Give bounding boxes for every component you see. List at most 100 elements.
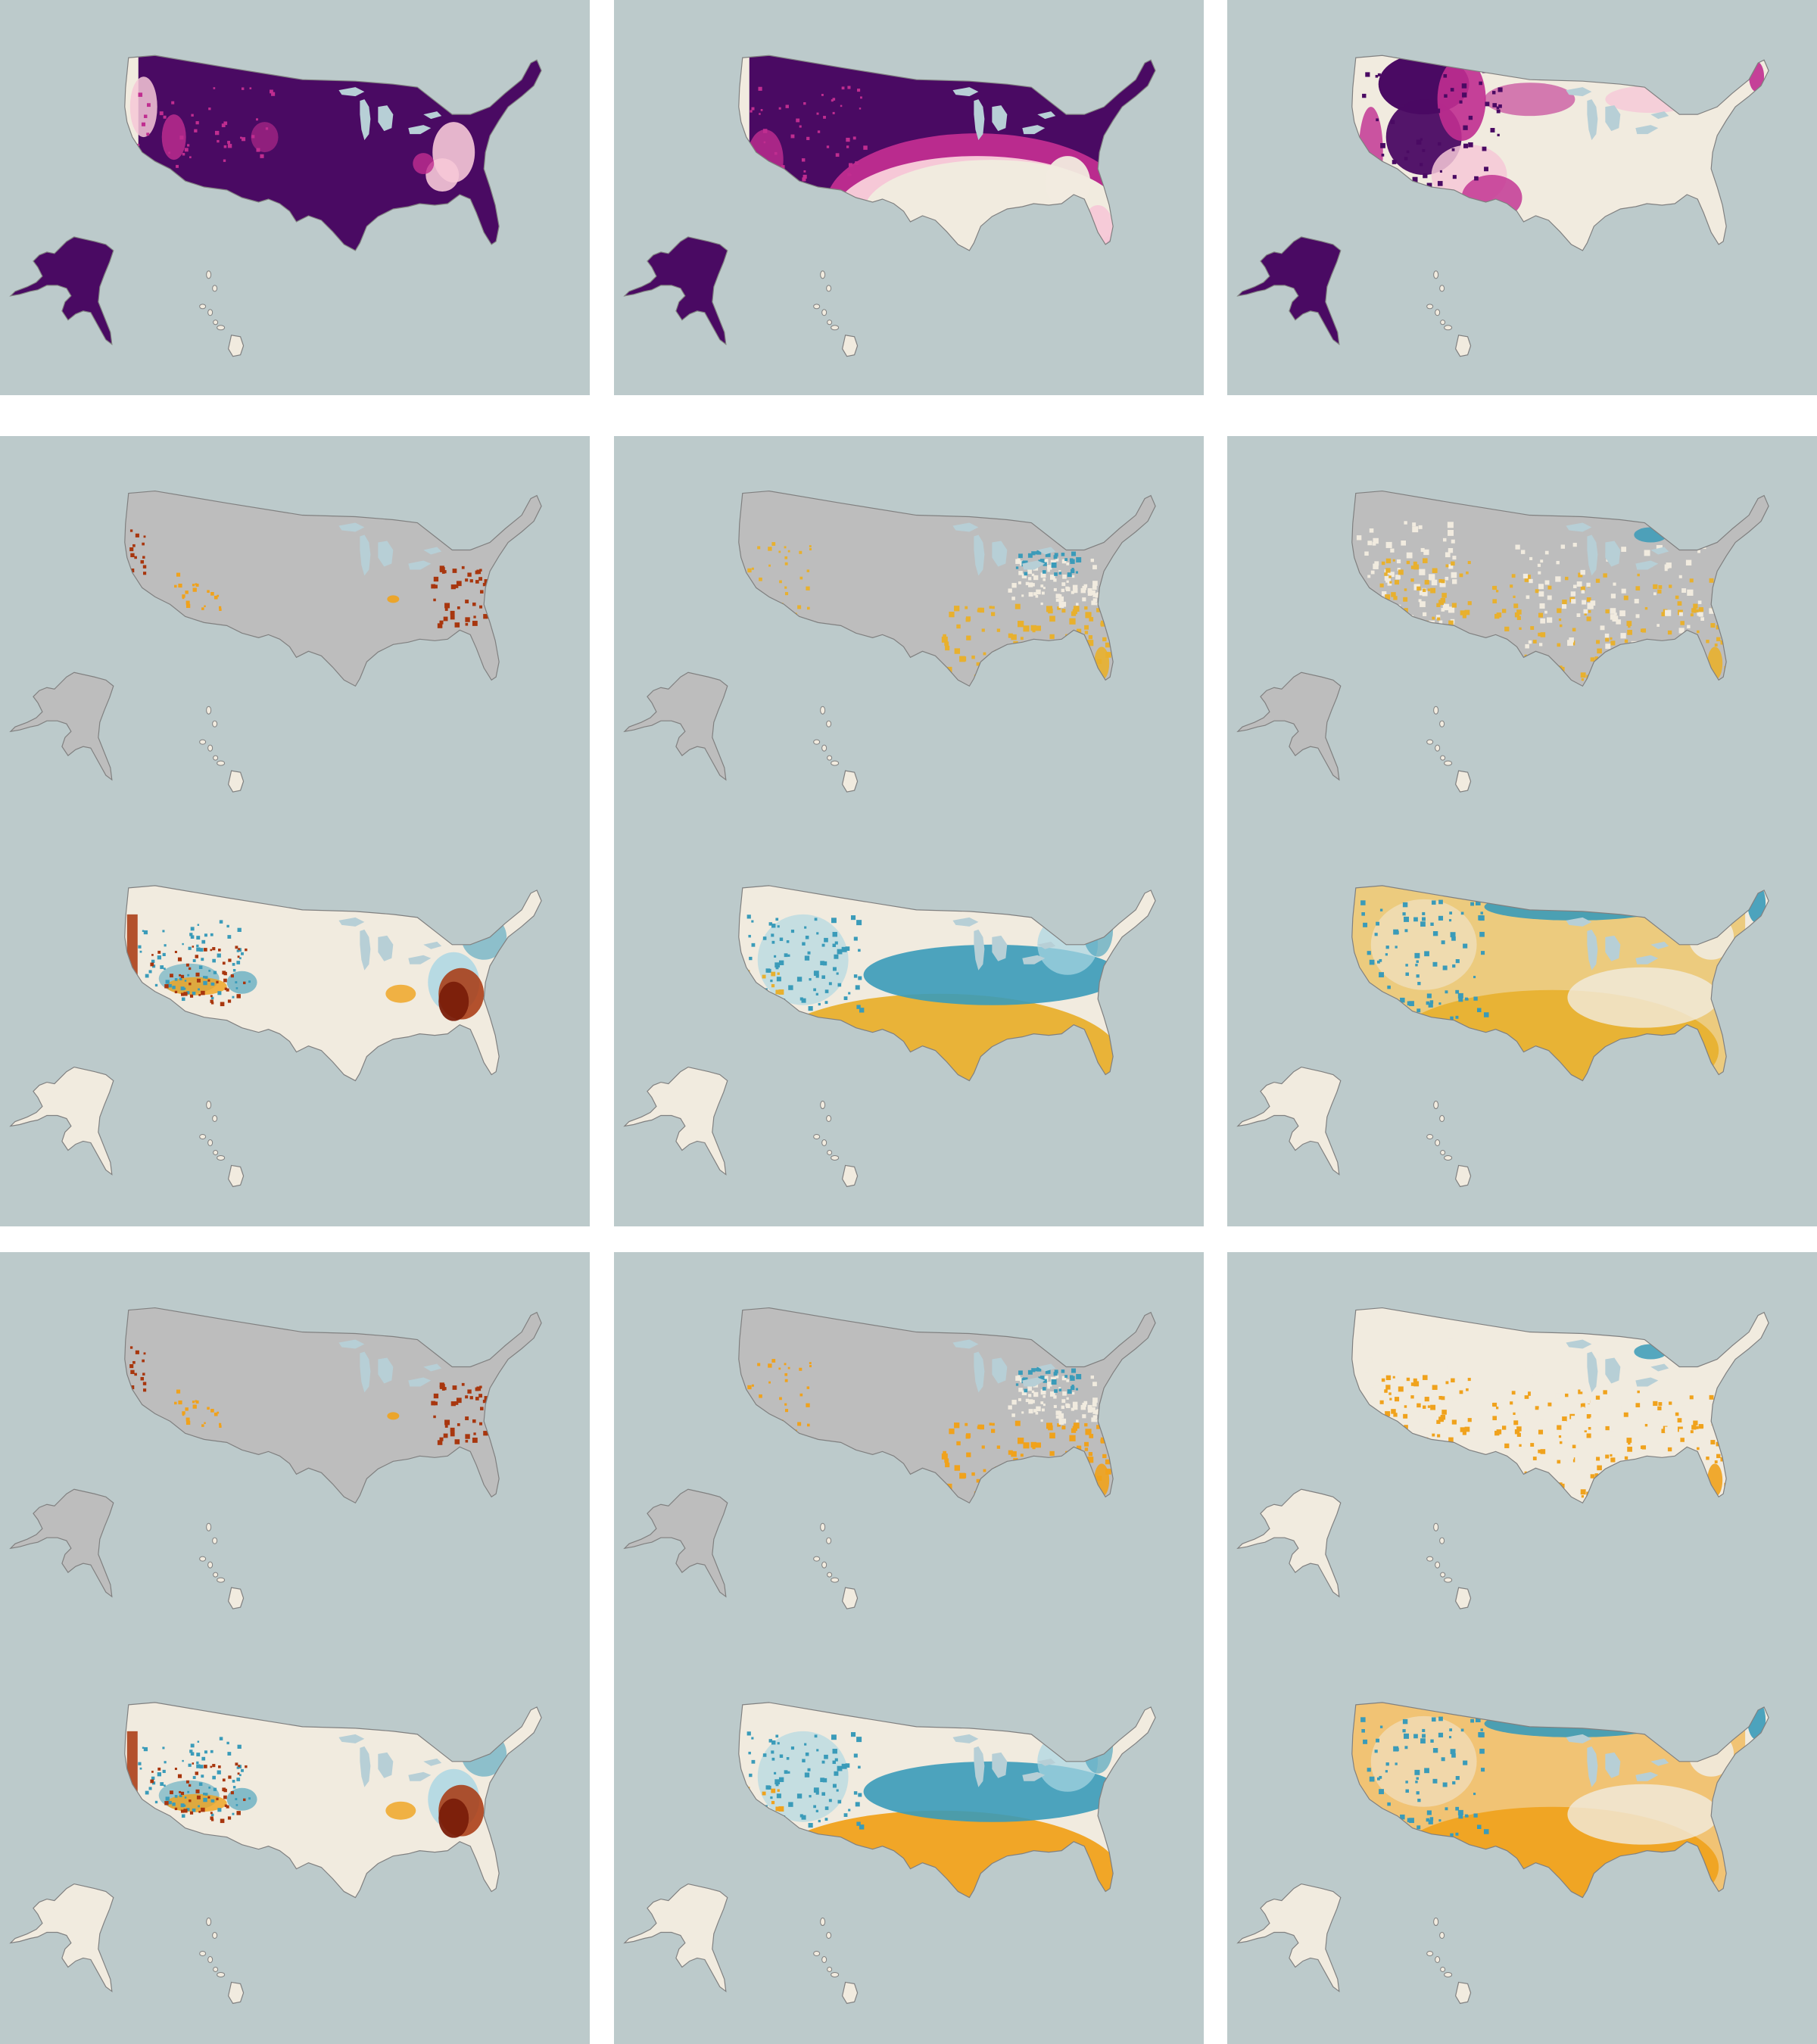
pixel-cell bbox=[270, 89, 273, 94]
pixel-cell bbox=[1547, 617, 1553, 623]
pixel-cell bbox=[806, 136, 810, 141]
pixel-cell bbox=[768, 1381, 771, 1384]
pixel-cell bbox=[1018, 1397, 1021, 1401]
pixel-cell bbox=[1373, 1841, 1378, 1846]
map-r3c3 bbox=[1236, 1307, 1769, 2005]
pixel-cell bbox=[1110, 618, 1117, 625]
pixel-cell bbox=[473, 615, 476, 618]
island-shape bbox=[1439, 1932, 1445, 1940]
map-panel-r2c2 bbox=[614, 436, 1204, 1226]
pixel-cell bbox=[1582, 1416, 1587, 1422]
pixel-cell bbox=[217, 1411, 220, 1414]
pixel-cell bbox=[1082, 659, 1087, 664]
pixel-cell bbox=[1092, 1397, 1098, 1403]
pixel-cell bbox=[1586, 1433, 1591, 1438]
pixel-cell bbox=[777, 972, 780, 975]
pixel-cell bbox=[1020, 637, 1024, 640]
pixel-cell bbox=[1040, 1389, 1046, 1395]
pixel-cell bbox=[1012, 1472, 1016, 1475]
pixel-cell bbox=[487, 590, 492, 595]
pixel-cell bbox=[1031, 551, 1036, 556]
pixel-cell bbox=[748, 1751, 751, 1755]
pixel-cell bbox=[227, 1752, 232, 1756]
pixel-cell bbox=[220, 1002, 225, 1007]
pixel-cell bbox=[996, 1445, 1001, 1449]
pixel-cell bbox=[1418, 525, 1423, 529]
pixel-cell bbox=[1675, 595, 1679, 600]
pixel-cell bbox=[1393, 1413, 1398, 1417]
pixel-cell bbox=[986, 1485, 992, 1490]
pixel-cell bbox=[841, 86, 845, 90]
pixel-cell bbox=[796, 977, 803, 982]
pixel-cell bbox=[1369, 528, 1374, 533]
lake-shape bbox=[1037, 547, 1056, 555]
pixel-cell bbox=[1442, 1354, 1447, 1359]
pixel-cell bbox=[1560, 544, 1566, 549]
pixel-cell bbox=[1467, 1378, 1471, 1382]
pixel-cell bbox=[1445, 990, 1448, 994]
island-shape bbox=[199, 1950, 207, 1956]
island-shape bbox=[826, 1537, 832, 1544]
pixel-cell bbox=[1473, 1813, 1478, 1818]
pixel-cell bbox=[784, 1403, 787, 1406]
pixel-cell bbox=[785, 104, 789, 108]
pixel-cell bbox=[1071, 1407, 1074, 1411]
pixel-cell bbox=[138, 92, 143, 97]
pixel-cell bbox=[1510, 584, 1513, 588]
pixel-cell bbox=[1423, 1375, 1428, 1380]
pixel-cell bbox=[971, 655, 975, 659]
pixel-cell bbox=[976, 1478, 980, 1483]
pixel-cell bbox=[1513, 603, 1519, 609]
us-outline bbox=[124, 55, 542, 251]
pixel-cell bbox=[1394, 580, 1400, 585]
pixel-cell bbox=[1535, 1406, 1539, 1410]
pixel-cell bbox=[129, 529, 133, 532]
pixel-cell bbox=[1442, 1420, 1450, 1428]
pixel-cell bbox=[779, 1397, 782, 1401]
pixel-cell bbox=[971, 1472, 975, 1476]
pixel-cell bbox=[1450, 1833, 1454, 1837]
pixel-cell bbox=[965, 606, 968, 609]
pixel-cell bbox=[750, 1812, 753, 1815]
pixel-cell bbox=[1054, 553, 1058, 557]
island-shape bbox=[1435, 1139, 1441, 1146]
pixel-cell bbox=[1372, 542, 1376, 546]
pixel-cell bbox=[212, 1775, 216, 1780]
hawaii-shape bbox=[1454, 1164, 1472, 1188]
pixel-cell bbox=[236, 961, 241, 964]
pixel-cell bbox=[1374, 561, 1379, 566]
pixel-cell bbox=[1653, 1409, 1656, 1413]
color-region bbox=[1747, 1702, 1766, 1740]
pixel-cell bbox=[1722, 1453, 1726, 1457]
pixel-cell bbox=[1576, 581, 1582, 587]
pixel-cell bbox=[1459, 100, 1463, 104]
pixel-cell bbox=[227, 1816, 232, 1820]
pixel-cell bbox=[1105, 1459, 1111, 1465]
pixel-cell bbox=[226, 988, 229, 992]
pixel-cell bbox=[1678, 1391, 1682, 1395]
pixel-cell bbox=[1557, 608, 1562, 613]
island-shape bbox=[1426, 1556, 1434, 1562]
pixel-cell bbox=[847, 86, 851, 89]
pixel-cell bbox=[1064, 1375, 1068, 1378]
pixel-cell bbox=[1079, 1475, 1086, 1482]
pixel-cell bbox=[1401, 184, 1407, 190]
pixel-cell bbox=[1697, 1366, 1700, 1370]
pixel-cell bbox=[192, 1762, 195, 1765]
pixel-cell bbox=[1103, 637, 1107, 641]
pixel-cell bbox=[1410, 566, 1415, 569]
pixel-cell bbox=[1031, 573, 1035, 577]
lake-shape bbox=[992, 105, 1008, 132]
pixel-cell bbox=[1071, 1484, 1077, 1491]
pixel-cell bbox=[232, 996, 235, 999]
pixel-cell bbox=[1513, 1420, 1519, 1426]
pixel-cell bbox=[486, 1406, 491, 1410]
pixel-cell bbox=[1028, 592, 1033, 597]
pixel-cell bbox=[768, 564, 771, 567]
pixel-cell bbox=[1424, 1397, 1429, 1402]
pixel-cell bbox=[1605, 609, 1610, 614]
hawaii-shape bbox=[227, 1981, 245, 2005]
pixel-cell bbox=[778, 1048, 781, 1052]
pixel-cell bbox=[216, 1797, 219, 1800]
island-shape bbox=[206, 270, 212, 279]
